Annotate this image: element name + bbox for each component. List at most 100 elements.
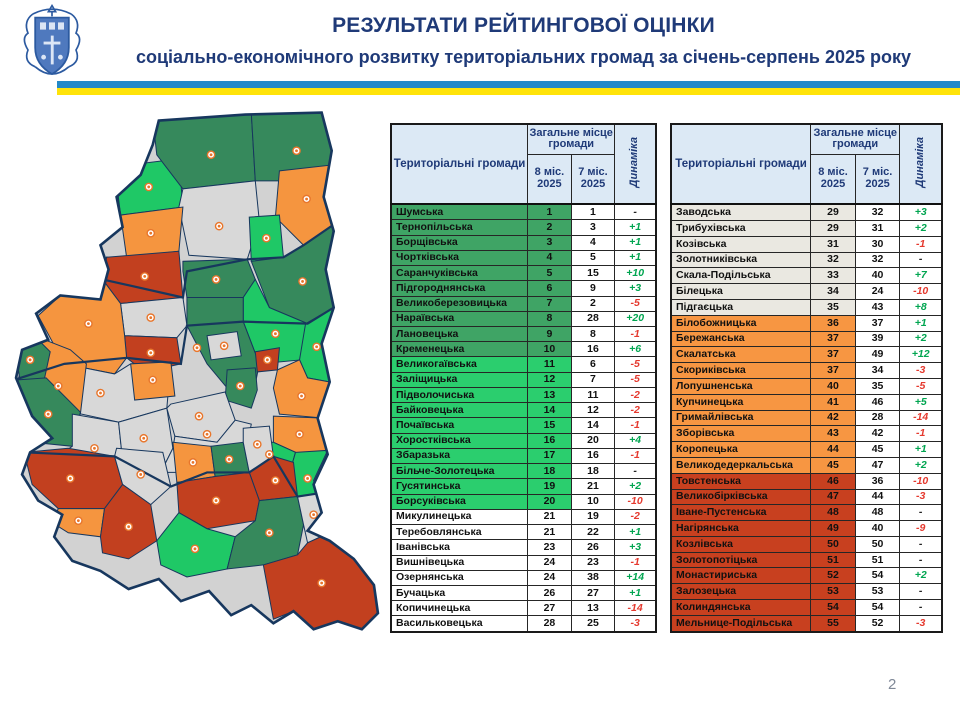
place-8-months: 7 — [527, 295, 572, 312]
table-row: Чортківська 4 5 +1 — [390, 249, 657, 267]
dynamics-value: -14 — [614, 600, 657, 617]
dynamics-value: -2 — [614, 402, 657, 419]
place-8-months: 4 — [527, 249, 572, 267]
table-row: Колиндянська 54 54- — [670, 599, 943, 616]
community-name: Борщівська — [390, 234, 529, 251]
table-row: Скала-Подільська 33 40 +7 — [670, 267, 943, 285]
community-marker-dot-center — [315, 345, 319, 349]
place-7-months: 12 — [570, 402, 616, 419]
community-marker-dot-center — [99, 391, 102, 395]
dynamics-value: +1 — [899, 441, 943, 458]
table-row: Нараївська 8 28 +20 — [390, 310, 657, 328]
dynamics-value: +2 — [614, 478, 657, 495]
community-marker-dot-center — [320, 581, 324, 585]
place-8-months: 1 — [527, 203, 572, 221]
place-8-months: 15 — [527, 417, 572, 434]
place-7-months: 1 — [570, 203, 616, 221]
community-marker-dot-center — [191, 460, 195, 464]
table-row: Великоберезовицька 7 2 -5 — [390, 295, 657, 312]
place-7-months: 30 — [854, 235, 901, 253]
place-7-months: 21 — [570, 478, 616, 495]
col-header-dynamics: Динаміка — [614, 123, 657, 205]
place-8-months: 23 — [527, 539, 572, 556]
place-8-months: 48 — [810, 504, 856, 522]
place-7-months: 43 — [854, 298, 901, 316]
table-row: Кременецька 10 16 +6 — [390, 341, 657, 358]
table-row: Білецька 34 24 -10 — [670, 283, 943, 300]
community-name: Бережанська — [670, 330, 812, 348]
dynamics-value: +1 — [614, 249, 657, 267]
place-8-months: 28 — [527, 615, 572, 633]
place-7-months: 11 — [570, 386, 616, 404]
place-7-months: 48 — [854, 504, 901, 522]
community-name: Тернопільська — [390, 219, 529, 236]
community-name: Озернянська — [390, 569, 529, 586]
community-marker-dot-center — [214, 278, 218, 281]
place-7-months: 37 — [854, 314, 901, 332]
place-7-months: 46 — [854, 393, 901, 411]
community-name: Трибухівська — [670, 219, 812, 237]
community-marker-dot-center — [312, 513, 316, 517]
dynamics-value: -2 — [614, 386, 657, 404]
community-name: Золотниківська — [670, 251, 812, 269]
dynamics-value: +2 — [899, 456, 943, 474]
flag-stripe-yellow — [57, 88, 960, 95]
place-7-months: 32 — [854, 251, 901, 269]
dynamics-value: +7 — [899, 267, 943, 285]
community-name: Борсуківська — [390, 493, 529, 510]
community-marker-dot-center — [127, 525, 131, 529]
table-row: Козлівська 50 50- — [670, 535, 943, 553]
place-8-months: 21 — [527, 524, 572, 541]
table-row: Теребовлянська 21 22 +1 — [390, 524, 657, 541]
table-row: Заліщицька 12 7 -5 — [390, 371, 657, 388]
place-7-months: 49 — [854, 346, 901, 364]
dynamics-value: -1 — [899, 235, 943, 253]
community-name: Білецька — [670, 283, 812, 300]
dynamics-value: - — [899, 583, 943, 601]
place-8-months: 21 — [527, 508, 572, 526]
community-name: Іванівська — [390, 539, 529, 556]
dynamics-value: - — [899, 504, 943, 522]
place-7-months: 16 — [570, 341, 616, 358]
dynamics-value: +3 — [614, 539, 657, 556]
place-8-months: 29 — [810, 203, 856, 221]
col-header-communities: Територіальні громади — [390, 123, 529, 205]
community-marker-dot-center — [305, 197, 308, 201]
community-name: Великогаївська — [390, 356, 529, 373]
dynamics-value: +1 — [614, 584, 657, 602]
community-name: Білобожницька — [670, 314, 812, 332]
place-8-months: 13 — [527, 386, 572, 404]
place-7-months: 44 — [854, 488, 901, 506]
community-marker-dot-center — [68, 477, 72, 480]
place-8-months: 24 — [527, 569, 572, 586]
table-row: Гримайлівська 42 28 -14 — [670, 409, 943, 427]
community-marker-dot-center — [301, 280, 304, 283]
place-8-months: 10 — [527, 341, 572, 358]
place-8-months: 14 — [527, 402, 572, 419]
place-8-months: 19 — [527, 478, 572, 495]
dynamics-value: - — [614, 463, 657, 480]
place-8-months: 2 — [527, 219, 572, 236]
table-row: Товстенська 46 36 -10 — [670, 472, 943, 490]
community-name: Товстенська — [670, 472, 812, 490]
table-row: Гусятинська 19 21 +2 — [390, 478, 657, 495]
dynamics-value: -1 — [614, 325, 657, 343]
community-marker-dot-center — [209, 153, 213, 157]
table-row: Скалатська 37 49 +12 — [670, 346, 943, 364]
table-row: Збаразька 17 16 -1 — [390, 447, 657, 465]
place-8-months: 37 — [810, 330, 856, 348]
dynamics-value: +10 — [614, 265, 657, 282]
table-row: Золотниківська 32 32- — [670, 251, 943, 269]
place-8-months: 18 — [527, 463, 572, 480]
place-8-months: 44 — [810, 441, 856, 458]
dynamics-value: -1 — [614, 417, 657, 434]
dynamics-value: +1 — [614, 234, 657, 251]
community-marker-dot-center — [265, 358, 269, 362]
dynamics-value: -3 — [899, 362, 943, 379]
community-name: Скалатська — [670, 346, 812, 364]
place-7-months: 24 — [854, 283, 901, 300]
community-marker-dot-center — [87, 322, 90, 326]
place-7-months: 9 — [570, 280, 616, 297]
place-8-months: 53 — [810, 583, 856, 601]
place-7-months: 54 — [854, 599, 901, 616]
